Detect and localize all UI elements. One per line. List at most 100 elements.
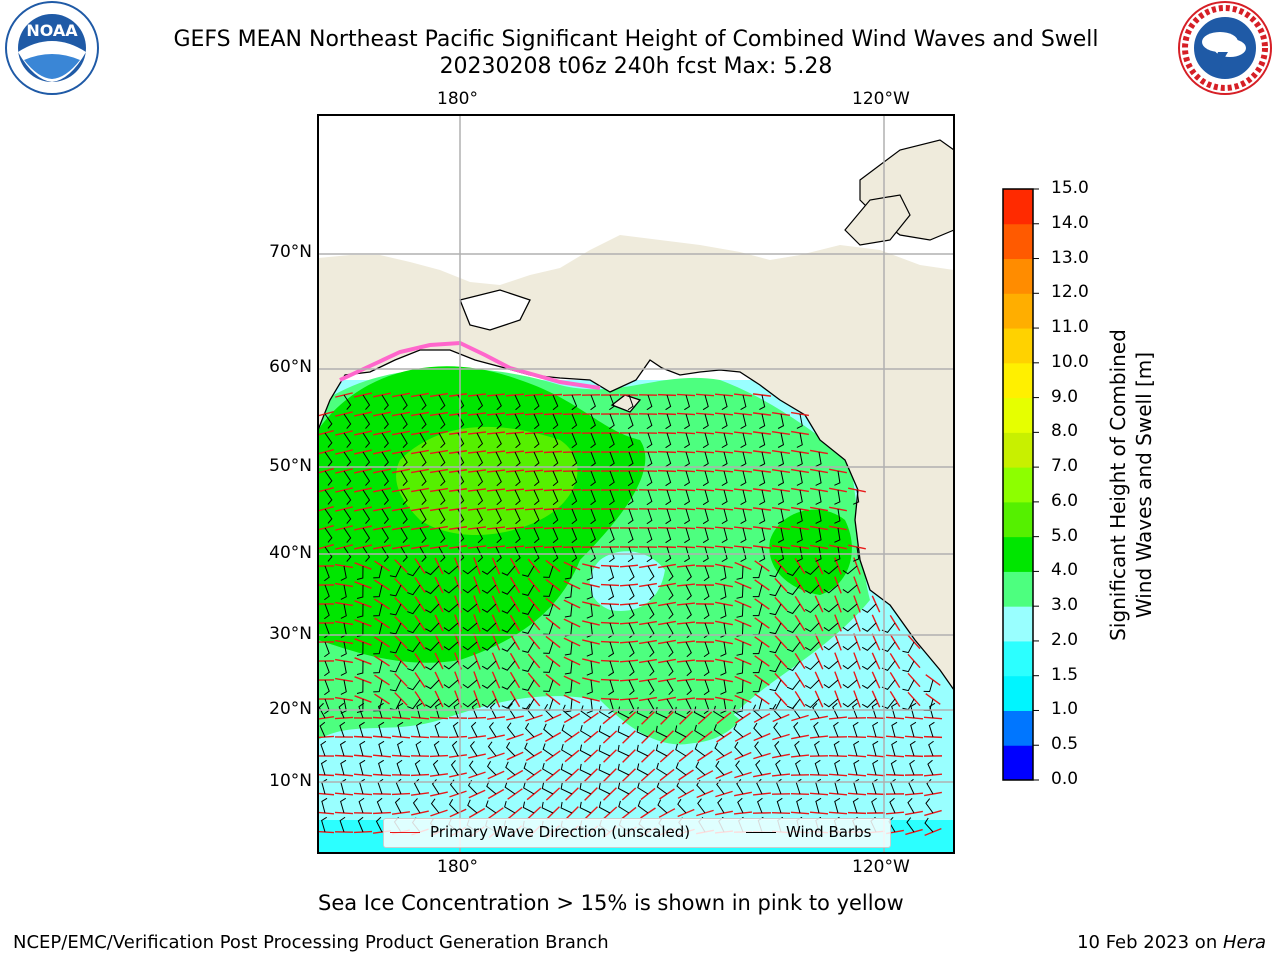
wind-barb <box>777 451 785 467</box>
wind-barb <box>694 743 706 757</box>
wind-barb <box>685 660 692 677</box>
wind-barb <box>514 413 521 430</box>
wind-barb <box>715 760 725 776</box>
wind-barb <box>685 679 692 696</box>
wind-barb <box>815 527 822 543</box>
wind-barb <box>362 470 371 486</box>
wind-barb <box>694 724 706 738</box>
wind-barb <box>609 527 615 544</box>
wind-barb <box>586 603 593 619</box>
wind-barb <box>590 451 596 468</box>
wind-barb <box>871 797 877 814</box>
wind-barb <box>814 740 820 757</box>
wind-barb <box>628 679 635 696</box>
wind-barb <box>438 508 446 525</box>
lat-label-20n: 20°N <box>269 699 312 719</box>
wind-barb <box>737 797 744 814</box>
wind-barb <box>666 584 674 601</box>
wind-barb <box>590 489 596 506</box>
wind-barb <box>452 721 459 738</box>
wind-barb <box>425 584 440 595</box>
wind-barb <box>793 722 801 738</box>
wind-barb <box>777 527 785 543</box>
wind-barb <box>324 546 333 562</box>
wind-barb <box>396 759 403 776</box>
wind-barb <box>579 782 592 795</box>
wind-barb <box>786 660 801 672</box>
wind-barb <box>647 622 655 639</box>
wind-barb <box>646 546 653 563</box>
colorbar-cell <box>1003 501 1033 538</box>
wind-barb <box>501 660 516 671</box>
colorbar-cell <box>1003 293 1033 329</box>
wind-barb <box>571 489 578 506</box>
wind-barb <box>721 546 728 563</box>
wind-barb <box>400 451 408 467</box>
wind-barb <box>646 413 653 430</box>
wind-barb <box>618 800 630 814</box>
wind-barb <box>468 760 478 776</box>
wind-barb <box>721 470 728 487</box>
wind-barb <box>889 797 896 814</box>
wind-barb <box>400 470 408 486</box>
wind-barb <box>628 660 635 677</box>
wind-barb <box>609 451 615 468</box>
wind-barb <box>735 760 744 776</box>
wind-barb <box>852 721 859 738</box>
wind-barb <box>656 781 668 795</box>
wind-barb <box>495 394 502 411</box>
lat-label-10n: 10°N <box>269 771 312 791</box>
wind-barb <box>871 702 878 719</box>
wind-barb <box>501 584 516 595</box>
wind-barb <box>598 744 611 757</box>
wind-barb <box>389 660 402 673</box>
wind-barb <box>397 702 404 719</box>
wind-barb <box>381 394 389 410</box>
wind-barb <box>419 508 427 525</box>
wind-barb <box>462 660 478 670</box>
wind-barb <box>736 641 744 656</box>
wind-barb <box>481 584 497 594</box>
wind-barb <box>430 798 440 814</box>
wind-barb <box>805 603 820 614</box>
wind-barb <box>356 660 364 676</box>
wind-barb <box>842 698 858 708</box>
wind-barb <box>381 451 389 467</box>
wind-barb <box>674 706 687 719</box>
wind-barb <box>769 622 782 635</box>
wind-barb <box>906 817 915 833</box>
legend-swatch-wave-direction <box>390 832 420 833</box>
wind-barb <box>823 679 839 689</box>
wind-barb <box>419 394 427 411</box>
wind-barb <box>590 470 596 487</box>
wind-barb <box>381 413 389 429</box>
wind-barb <box>774 741 782 757</box>
wind-barb <box>636 763 649 776</box>
wind-barb <box>733 723 744 738</box>
wind-barb <box>786 679 801 691</box>
wind-barb <box>362 546 371 562</box>
wind-barb <box>561 743 573 757</box>
wind-barb <box>786 641 801 653</box>
wind-barb <box>703 565 710 582</box>
wind-barb <box>752 603 763 617</box>
wind-barb <box>378 759 384 776</box>
wind-barb <box>769 584 782 597</box>
wind-barb <box>571 470 578 487</box>
wind-barb <box>812 703 820 719</box>
wind-barb <box>501 679 516 690</box>
wind-barb <box>759 508 766 524</box>
wind-barb <box>777 432 785 448</box>
wind-barb <box>813 721 820 738</box>
wind-barb <box>381 546 389 562</box>
wind-barb <box>842 584 858 594</box>
lat-label-40n: 40°N <box>269 543 312 563</box>
wind-barb <box>433 740 440 757</box>
wind-barb <box>684 527 691 544</box>
wind-barb <box>505 761 516 776</box>
wind-barb <box>340 584 347 600</box>
wind-barb <box>543 565 554 578</box>
wind-barb <box>861 603 877 613</box>
wind-barb <box>769 565 782 578</box>
wind-barb <box>522 622 535 634</box>
